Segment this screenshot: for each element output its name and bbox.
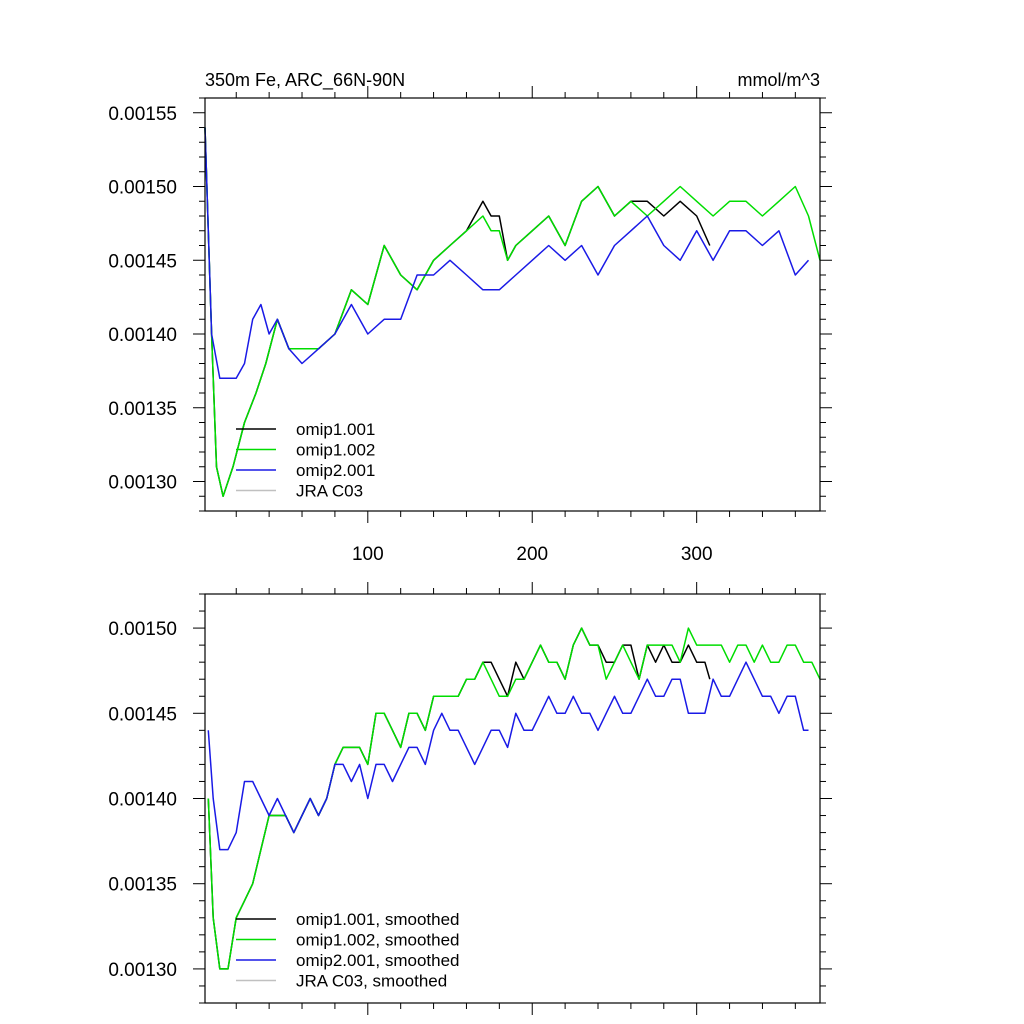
y-tick-label: 0.00135: [108, 399, 177, 420]
series-line-2: [207, 661, 809, 851]
y-tick-label: 0.00150: [108, 619, 177, 640]
legend-label: omip2.001: [296, 461, 375, 480]
bottom-panel-frame: [204, 593, 821, 1004]
y-tick-label: 0.00150: [108, 178, 177, 199]
series-line-1: [204, 127, 821, 498]
y-tick-label: 0.00145: [108, 251, 177, 272]
legend-label: omip1.001, smoothed: [296, 910, 460, 929]
bottom-panel-lines: [207, 627, 821, 970]
y-tick-label: 0.00135: [108, 875, 177, 896]
legend-label: omip1.002, smoothed: [296, 931, 460, 950]
bottom-panel-legend: omip1.001, smoothed omip1.002, smoothedom…: [236, 910, 460, 991]
legend-label: omip2.001, smoothed: [296, 951, 460, 970]
y-tick-label: 0.00145: [108, 704, 177, 725]
x-tick-label: 300: [681, 544, 713, 565]
x-tick-label: 100: [352, 544, 384, 565]
legend-label: omip1.002: [296, 441, 375, 460]
bottom-panel-ticks: 0.00130 0.00135 0.00140 0.00145 0.00150: [108, 582, 832, 1015]
legend-label: JRA C03, smoothed: [296, 972, 447, 991]
bottom-panel: 0.00130 0.00135 0.00140 0.00145 0.00150 omip…: [108, 582, 832, 1015]
top-panel-units: mmol/m^3: [738, 70, 820, 90]
series-line-2: [204, 127, 810, 380]
top-panel-title: 350m Fe, ARC_66N-90N: [205, 70, 405, 91]
series-line-0: [204, 127, 711, 498]
legend-label: omip1.001: [296, 420, 375, 439]
y-tick-label: 0.00155: [108, 104, 177, 125]
y-tick-label: 0.00130: [108, 473, 177, 494]
top-panel: 350m Fe, ARC_66N-90N mmol/m^3 0.001300.0…: [108, 70, 832, 565]
y-tick-label: 0.00140: [108, 325, 177, 346]
top-panel-frame: [204, 97, 821, 512]
legend-label: JRA C03: [296, 482, 363, 501]
x-tick-label: 200: [516, 544, 548, 565]
y-tick-label: 0.00130: [108, 960, 177, 981]
top-panel-ticks: 0.00130 0.00135 0.00140 0.00145 0.00150 0.001…: [108, 86, 832, 565]
top-panel-lines: [204, 127, 821, 498]
y-tick-label: 0.00140: [108, 790, 177, 811]
